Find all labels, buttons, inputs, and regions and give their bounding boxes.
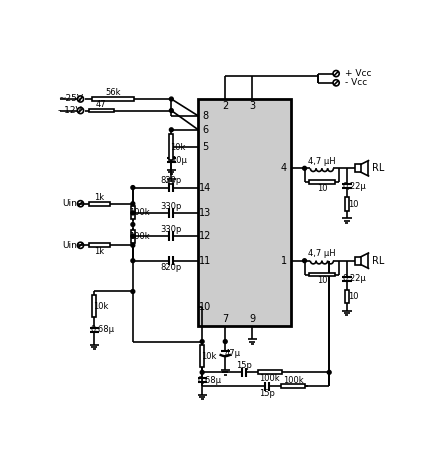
Circle shape <box>200 340 204 344</box>
Text: 100k: 100k <box>283 376 304 385</box>
Text: - Vcc: - Vcc <box>345 78 367 87</box>
Bar <box>170 134 173 160</box>
Text: 4: 4 <box>281 163 287 173</box>
Text: 330p: 330p <box>161 225 182 234</box>
Bar <box>355 257 361 264</box>
Bar <box>88 244 110 247</box>
Bar <box>198 99 291 326</box>
Circle shape <box>170 109 173 112</box>
Text: 7: 7 <box>222 314 228 324</box>
Circle shape <box>303 166 307 170</box>
Text: 10k: 10k <box>94 302 109 311</box>
Text: 10: 10 <box>317 184 327 193</box>
Circle shape <box>223 340 227 344</box>
Bar <box>200 345 204 367</box>
Text: 3: 3 <box>249 101 255 111</box>
Text: 47: 47 <box>96 100 106 109</box>
Text: 47μ: 47μ <box>225 349 241 358</box>
Text: 4,7 μH: 4,7 μH <box>308 157 336 166</box>
Circle shape <box>170 128 173 132</box>
Text: 2: 2 <box>222 101 228 111</box>
Circle shape <box>131 202 135 206</box>
Bar <box>92 295 96 317</box>
Bar <box>309 273 335 277</box>
Text: 100k: 100k <box>130 208 150 217</box>
Bar <box>92 97 134 101</box>
Text: 9: 9 <box>249 314 255 324</box>
Bar <box>281 384 305 388</box>
Text: + Vcc: + Vcc <box>345 69 371 78</box>
Bar <box>131 206 135 219</box>
Circle shape <box>200 371 204 374</box>
Circle shape <box>131 223 135 227</box>
Text: ~25V: ~25V <box>58 94 83 103</box>
Text: 100k: 100k <box>130 232 150 241</box>
Text: 11: 11 <box>199 256 212 266</box>
Text: 1k: 1k <box>94 247 104 256</box>
Text: 0,22μ: 0,22μ <box>343 182 367 191</box>
Text: 6: 6 <box>202 125 208 135</box>
Text: RL: RL <box>371 163 384 173</box>
Text: 0,68μ: 0,68μ <box>90 326 114 335</box>
Text: 0,68μ: 0,68μ <box>198 376 222 385</box>
Bar <box>131 230 135 243</box>
Text: 13: 13 <box>199 208 212 218</box>
Text: 15p: 15p <box>236 361 252 370</box>
Text: 12: 12 <box>199 231 212 241</box>
Text: 10: 10 <box>317 276 327 285</box>
Circle shape <box>131 234 135 238</box>
Circle shape <box>131 259 135 262</box>
Circle shape <box>131 185 135 189</box>
Circle shape <box>131 211 135 215</box>
Bar <box>355 164 361 172</box>
Text: 10μ: 10μ <box>171 156 187 165</box>
Text: 14: 14 <box>199 183 212 193</box>
Circle shape <box>131 289 135 294</box>
Text: 15p: 15p <box>259 388 275 397</box>
Text: 820p: 820p <box>161 263 182 272</box>
Bar <box>89 109 113 112</box>
Text: RL: RL <box>371 256 384 266</box>
Text: 1k: 1k <box>94 193 104 202</box>
Text: 10: 10 <box>349 200 359 209</box>
Text: 330p: 330p <box>161 202 182 211</box>
Text: 10k: 10k <box>170 143 186 152</box>
Text: 0,22μ: 0,22μ <box>343 274 367 283</box>
Text: 100k: 100k <box>260 374 280 383</box>
Text: 1: 1 <box>281 256 287 266</box>
Bar <box>258 371 282 374</box>
Circle shape <box>327 371 331 374</box>
Text: 820p: 820p <box>161 176 182 185</box>
Bar <box>345 290 349 303</box>
Text: 5: 5 <box>202 142 208 152</box>
Text: 8: 8 <box>202 111 208 121</box>
Bar <box>345 197 349 211</box>
Text: 10: 10 <box>349 292 359 301</box>
Circle shape <box>303 259 307 262</box>
Text: Uin: Uin <box>62 199 77 208</box>
Text: 10k: 10k <box>201 352 217 361</box>
Circle shape <box>170 97 173 101</box>
Text: 4,7 μH: 4,7 μH <box>308 249 336 258</box>
Text: Uin: Uin <box>62 241 77 250</box>
Bar <box>309 180 335 184</box>
Text: - 12V: - 12V <box>58 106 82 115</box>
Text: 56k: 56k <box>105 88 120 97</box>
Circle shape <box>131 244 135 247</box>
Text: 10: 10 <box>199 302 212 312</box>
Bar <box>88 202 110 206</box>
